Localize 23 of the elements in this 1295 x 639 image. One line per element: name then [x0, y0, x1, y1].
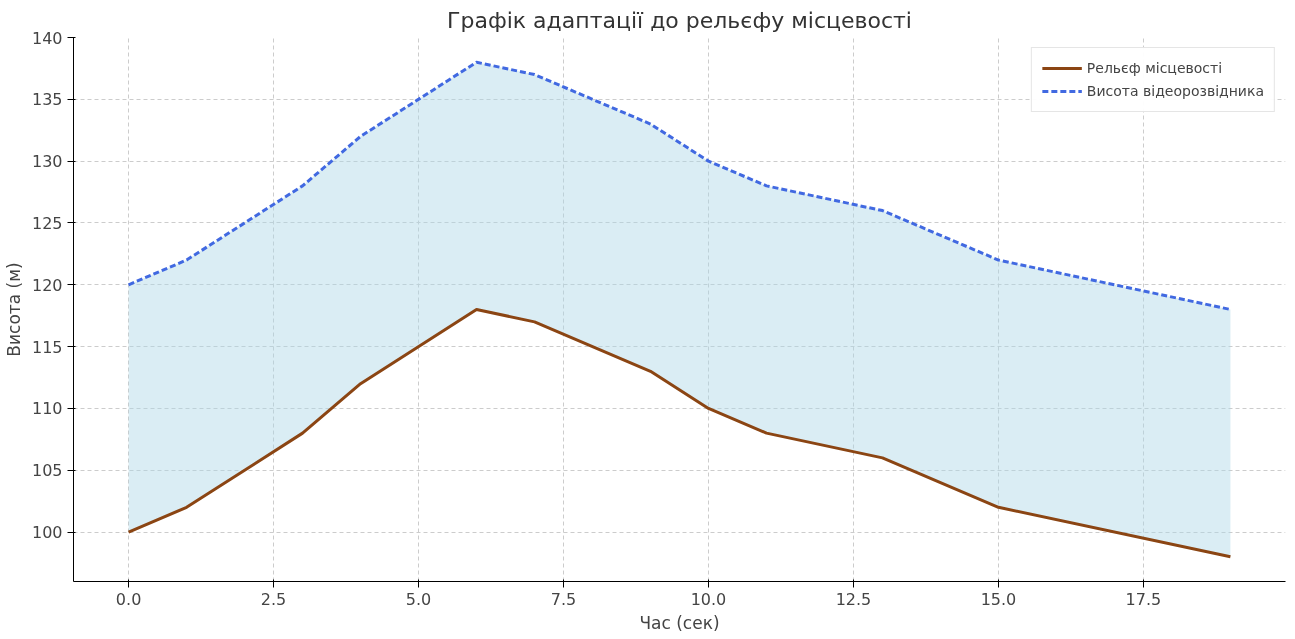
x-tick-label: 12.5	[835, 589, 872, 609]
y-axis-title: Висота (м)	[3, 262, 24, 357]
y-tick-label: 110	[31, 399, 63, 419]
x-tick-label: 7.5	[550, 589, 577, 609]
x-tick-label: 10.0	[690, 589, 727, 609]
x-tick-label: 17.5	[1125, 589, 1162, 609]
y-tick-label: 140	[31, 28, 63, 48]
y-tick-label: 100	[31, 523, 63, 543]
x-tick-label: 5.0	[405, 589, 432, 609]
legend-label: Рельєф місцевості	[1086, 60, 1223, 76]
x-axis-title: Час (сек)	[639, 612, 720, 633]
y-tick-label: 130	[31, 152, 63, 172]
chart-title: Графік адаптації до рельєфу місцевості	[447, 7, 912, 33]
y-tick-label: 120	[31, 275, 63, 295]
x-tick-label: 15.0	[980, 589, 1017, 609]
y-tick-label: 125	[31, 213, 63, 233]
legend-label: Висота відеорозвідника	[1086, 83, 1264, 99]
y-tick-label: 115	[31, 337, 63, 357]
x-tick-label: 2.5	[260, 589, 287, 609]
y-tick-label: 135	[31, 90, 63, 110]
y-tick-label: 105	[31, 461, 63, 481]
x-tick-label: 0.0	[115, 589, 142, 609]
line-series	[127, 308, 1232, 559]
